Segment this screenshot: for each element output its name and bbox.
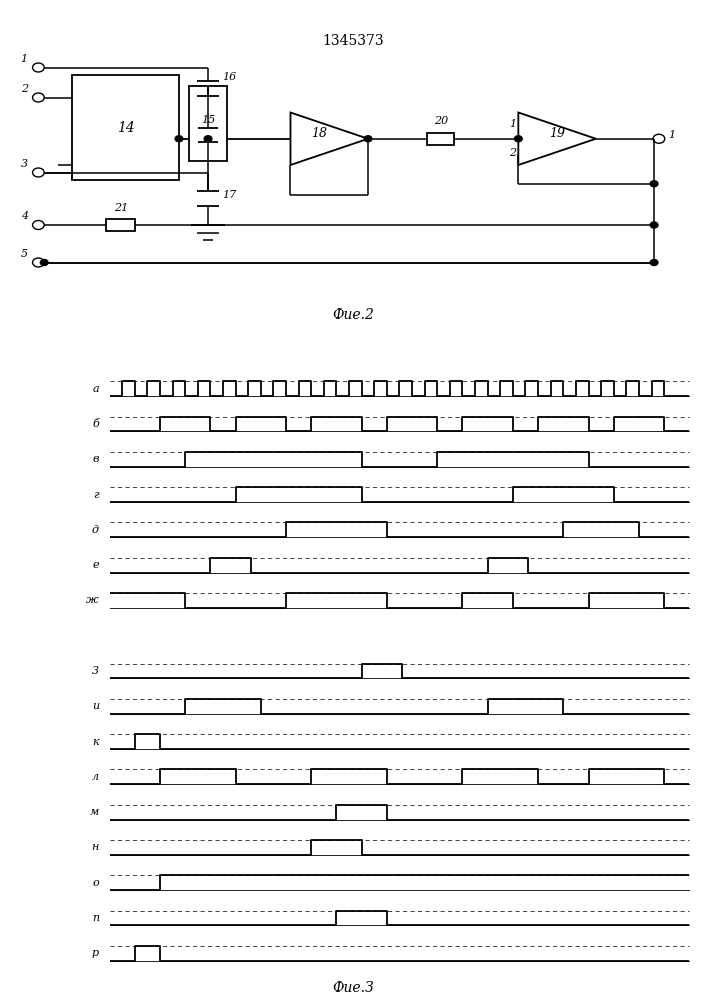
Text: 1345373: 1345373 — [322, 34, 385, 48]
Text: 14: 14 — [117, 120, 134, 134]
Text: 21: 21 — [114, 203, 128, 213]
Circle shape — [40, 259, 48, 265]
Circle shape — [650, 181, 658, 187]
Text: ж: ж — [86, 595, 99, 605]
Text: к: к — [93, 737, 99, 747]
Text: б: б — [92, 419, 99, 429]
Text: в: в — [93, 454, 99, 464]
Text: 4: 4 — [21, 211, 28, 221]
Bar — [106, 219, 135, 231]
Circle shape — [204, 136, 212, 142]
Text: 19: 19 — [549, 127, 565, 140]
Text: 3: 3 — [92, 666, 99, 676]
Text: и: и — [92, 701, 99, 711]
Text: а: а — [93, 384, 99, 394]
Text: р: р — [92, 948, 99, 958]
Text: Фие.З: Фие.З — [333, 981, 374, 995]
Text: 1: 1 — [669, 130, 676, 140]
Text: 17: 17 — [223, 190, 237, 200]
Text: 15: 15 — [201, 115, 215, 125]
Text: 2: 2 — [509, 148, 516, 158]
Circle shape — [650, 259, 658, 265]
Bar — [72, 75, 179, 180]
Text: 5: 5 — [21, 249, 28, 259]
Text: д: д — [92, 525, 99, 535]
Circle shape — [650, 222, 658, 228]
Text: п: п — [92, 913, 99, 923]
Text: г: г — [93, 490, 99, 500]
Circle shape — [175, 136, 183, 142]
Text: е: е — [93, 560, 99, 570]
Text: 20: 20 — [433, 116, 448, 126]
Text: 1: 1 — [21, 54, 28, 64]
Text: Фие.2: Фие.2 — [332, 308, 375, 322]
Text: н: н — [92, 842, 99, 852]
Circle shape — [364, 136, 372, 142]
Text: 16: 16 — [223, 72, 237, 82]
Text: 2: 2 — [21, 84, 28, 94]
Text: 18: 18 — [312, 127, 327, 140]
Text: о: о — [92, 878, 99, 888]
Text: м: м — [90, 807, 99, 817]
Text: 3: 3 — [21, 159, 28, 169]
Circle shape — [515, 136, 522, 142]
Text: л: л — [92, 772, 99, 782]
Bar — [189, 86, 228, 161]
Text: 1: 1 — [509, 119, 516, 129]
Bar — [428, 133, 454, 145]
